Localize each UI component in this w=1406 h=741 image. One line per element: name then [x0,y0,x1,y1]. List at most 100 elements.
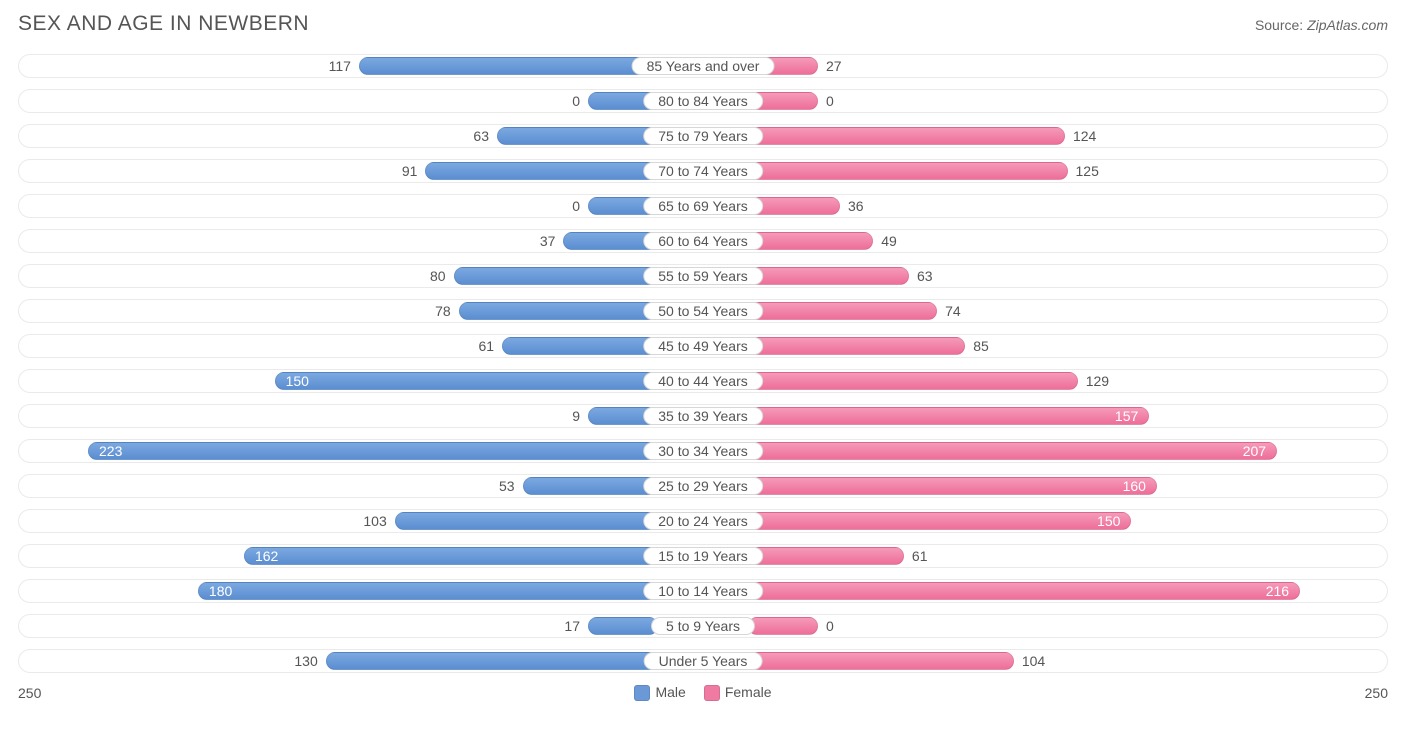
female-value: 61 [912,548,928,564]
category-label: 30 to 34 Years [643,442,763,460]
female-value: 207 [1243,443,1266,459]
male-value: 37 [540,233,556,249]
chart-row: 6312475 to 79 Years [18,124,1388,148]
category-label: 60 to 64 Years [643,232,763,250]
chart-row: 18021610 to 14 Years [18,579,1388,603]
female-bar [748,372,1078,390]
male-half: 37 [19,230,703,252]
category-label: 5 to 9 Years [651,617,755,635]
female-half: 63 [703,265,1387,287]
male-half: 53 [19,475,703,497]
chart-footer: 250 Male Female 250 [18,684,1388,701]
chart-row: 130104Under 5 Years [18,649,1388,673]
male-value: 80 [430,268,446,284]
male-value: 0 [572,198,580,214]
category-label: 20 to 24 Years [643,512,763,530]
female-value: 0 [826,618,834,634]
male-half: 180 [19,580,703,602]
male-half: 150 [19,370,703,392]
male-half: 0 [19,90,703,112]
male-bar: 162 [244,547,658,565]
female-value: 129 [1086,373,1109,389]
male-bar [326,652,658,670]
chart-row: 618545 to 49 Years [18,334,1388,358]
male-value: 53 [499,478,515,494]
female-half: 160 [703,475,1387,497]
female-half: 124 [703,125,1387,147]
chart-row: 1626115 to 19 Years [18,544,1388,568]
male-bar [497,127,658,145]
female-value: 85 [973,338,989,354]
female-bar [748,232,873,250]
male-half: 9 [19,405,703,427]
chart-row: 80 6355 to 59 Years [18,264,1388,288]
male-half: 61 [19,335,703,357]
female-bar: 216 [748,582,1300,600]
female-bar [748,162,1068,180]
female-bar [748,617,818,635]
male-bar: 180 [198,582,658,600]
male-value: 180 [209,583,232,599]
male-bar: 150 [275,372,658,390]
chart-row: 15012940 to 44 Years [18,369,1388,393]
female-bar [748,547,904,565]
male-bar [425,162,658,180]
category-label: 70 to 74 Years [643,162,763,180]
female-half: 150 [703,510,1387,532]
category-label: 35 to 39 Years [643,407,763,425]
female-half: 216 [703,580,1387,602]
chart-rows: 1172785 Years and over0080 to 84 Years63… [18,54,1388,673]
female-value: 0 [826,93,834,109]
male-value: 150 [286,373,309,389]
legend-female: Female [704,684,772,701]
male-value: 130 [294,653,317,669]
male-value: 78 [435,303,451,319]
male-half: 91 [19,160,703,182]
category-label: 55 to 59 Years [643,267,763,285]
male-bar [359,57,658,75]
legend-male: Male [634,684,685,701]
chart-title: SEX AND AGE IN NEWBERN [18,12,309,36]
male-value: 61 [479,338,495,354]
female-value: 124 [1073,128,1096,144]
female-value: 216 [1266,583,1289,599]
chart-header: SEX AND AGE IN NEWBERN Source: ZipAtlas.… [18,12,1388,36]
female-half: 61 [703,545,1387,567]
source-value: ZipAtlas.com [1307,17,1388,33]
chart-row: 374960 to 64 Years [18,229,1388,253]
male-half: 80 [19,265,703,287]
male-bar [454,267,658,285]
female-half: 27 [703,55,1387,77]
female-swatch-icon [704,685,720,701]
male-bar [523,477,658,495]
category-label: 80 to 84 Years [643,92,763,110]
male-value: 17 [564,618,580,634]
category-label: 75 to 79 Years [643,127,763,145]
chart-row: 223 207 30 to 34 Years [18,439,1388,463]
male-value: 91 [402,163,418,179]
female-bar: 207 [748,442,1277,460]
chart-source: Source: ZipAtlas.com [1255,17,1388,33]
female-value: 74 [945,303,961,319]
legend-male-label: Male [655,684,685,700]
female-value: 27 [826,58,842,74]
male-half: 162 [19,545,703,567]
male-value: 103 [363,513,386,529]
female-bar: 160 [748,477,1157,495]
male-half: 103 [19,510,703,532]
female-bar: 150 [748,512,1131,530]
category-label: 65 to 69 Years [643,197,763,215]
male-value: 117 [329,58,351,74]
male-bar [459,302,658,320]
chart-row: 9 157 35 to 39 Years [18,404,1388,428]
axis-right-max: 250 [1365,685,1388,701]
female-value: 157 [1115,408,1138,424]
female-half: 129 [703,370,1387,392]
male-half: 223 [19,440,703,462]
female-half: 85 [703,335,1387,357]
male-value: 0 [572,93,580,109]
male-half: 17 [19,615,703,637]
male-half: 0 [19,195,703,217]
female-bar: 157 [748,407,1149,425]
female-half: 125 [703,160,1387,182]
